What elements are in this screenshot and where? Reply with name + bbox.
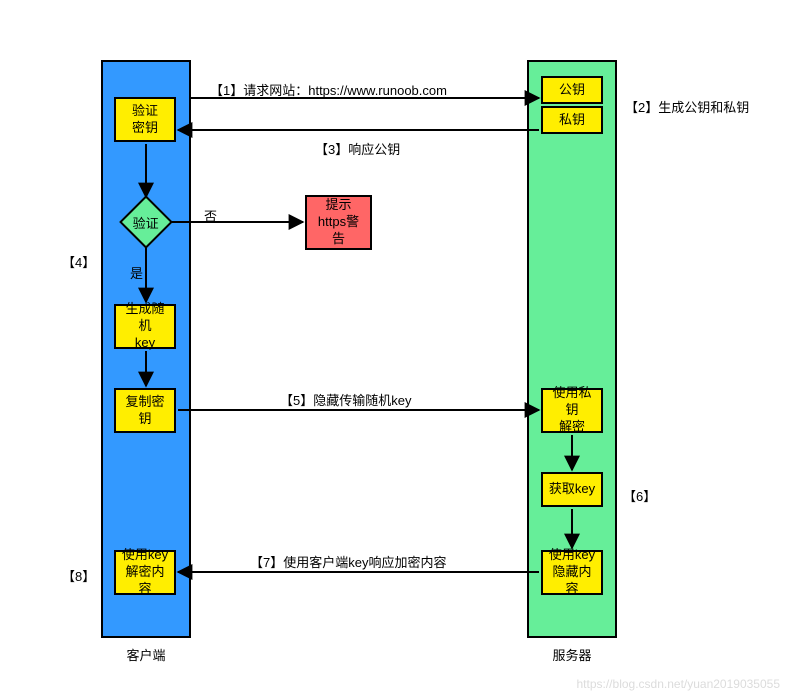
client-label: 客户端 [101, 645, 191, 664]
edge-label-5: 【5】隐藏传输随机key [280, 390, 411, 409]
node-get-key: 获取key [541, 472, 603, 507]
pub-key-text: 公钥 [559, 82, 585, 99]
edge-label-no: 否 [204, 206, 217, 225]
edge-label-4: 【4】 [62, 252, 95, 271]
node-gen-random-key: 生成随机key [114, 304, 176, 349]
hide-key-text: 使用key隐藏内容 [547, 547, 597, 598]
edge-label-1: 【1】请求网站：https://www.runoob.com [210, 80, 447, 99]
get-key-text: 获取key [549, 481, 595, 498]
decrypt-pk-text: 使用私钥解密 [547, 385, 597, 436]
edge-label-7: 【7】使用客户端key响应加密内容 [250, 552, 446, 571]
copy-key-text: 复制密钥 [120, 394, 170, 428]
watermark: https://blog.csdn.net/yuan2019035055 [577, 677, 781, 691]
edge-label-yes: 是 [130, 263, 143, 282]
node-public-key: 公钥 [541, 76, 603, 104]
server-label: 服务器 [527, 645, 617, 664]
warn-text: 提示https警告 [318, 197, 359, 248]
node-copy-key: 复制密钥 [114, 388, 176, 433]
node-private-key: 私钥 [541, 106, 603, 134]
dec-key-text: 使用key解密内容 [120, 547, 170, 598]
node-decrypt-with-privkey: 使用私钥解密 [541, 388, 603, 433]
verify-key-text: 验证密钥 [132, 103, 158, 137]
node-warning: 提示https警告 [305, 195, 372, 250]
gen-random-text: 生成随机key [120, 301, 170, 352]
diagram-root: 客户端 服务器 验证密钥 公钥 私钥 验证 提示https警告 生成随机key … [0, 0, 788, 697]
node-hide-with-key: 使用key隐藏内容 [541, 550, 603, 595]
edge-label-3: 【3】响应公钥 [315, 139, 400, 158]
priv-key-text: 私钥 [559, 112, 585, 129]
node-decrypt-with-key: 使用key解密内容 [114, 550, 176, 595]
node-verify-key: 验证密钥 [114, 97, 176, 142]
edge-label-8: 【8】 [62, 566, 95, 585]
verify-text: 验证 [133, 212, 159, 231]
edge-label-6: 【6】 [623, 486, 656, 505]
edge-label-2: 【2】生成公钥和私钥 [625, 97, 749, 116]
